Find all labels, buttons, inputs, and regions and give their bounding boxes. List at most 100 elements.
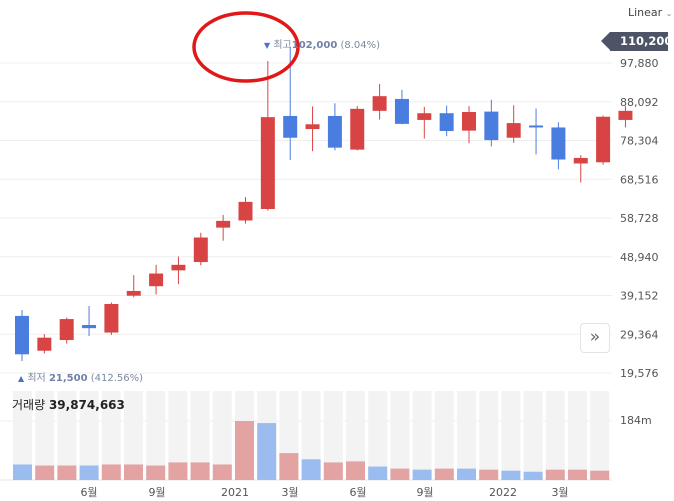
volume-bar <box>568 469 587 480</box>
y-tick-label: 68,516 <box>620 173 659 186</box>
candle-body <box>417 113 432 120</box>
volume-column-bg <box>301 391 321 480</box>
x-tick-label: 9월 <box>416 486 433 499</box>
volume-bar <box>479 469 499 480</box>
volume-column-bg <box>412 391 432 480</box>
candle-body <box>327 115 342 148</box>
volume-bar <box>323 462 343 480</box>
volume-column-bg <box>523 391 543 480</box>
volume-bar <box>390 468 410 480</box>
volume-bar <box>168 462 188 480</box>
volume-bar <box>301 459 321 480</box>
volume-label: 거래량 39,874,663 <box>12 396 125 413</box>
y-tick-label: 19,576 <box>620 367 659 380</box>
y-tick-label: 29,364 <box>620 328 659 341</box>
volume-bar <box>434 468 454 480</box>
volume-bar <box>190 462 210 480</box>
x-tick-label: 6월 <box>80 486 97 499</box>
volume-column-bg <box>190 391 210 480</box>
scale-mode-label: Linear <box>628 6 663 19</box>
candle-body <box>15 315 29 355</box>
volume-bar <box>35 465 55 480</box>
candle-body <box>59 319 74 341</box>
candle-body <box>372 96 387 111</box>
high-annotation: ▼ 최고102,000 (8.04%) <box>264 36 380 51</box>
volume-label-text: 거래량 <box>12 398 46 412</box>
volume-column-bg <box>212 391 232 480</box>
low-annotation-value: 21,500 <box>48 373 88 384</box>
volume-bar <box>457 468 476 480</box>
x-tick-label: 2021 <box>221 486 249 499</box>
volume-bar <box>146 465 166 480</box>
low-annotation-pct: (412.56%) <box>90 373 144 384</box>
volume-bars <box>13 391 610 480</box>
volume-bar <box>57 465 77 480</box>
volume-column-bg <box>568 391 587 480</box>
volume-bar <box>212 464 232 480</box>
x-tick-label: 6월 <box>349 486 366 499</box>
highlight-circle <box>192 11 300 83</box>
current-price-tag: 110,200 <box>601 32 672 51</box>
high-annotation-label: 최고 <box>273 40 292 51</box>
volume-value: 39,874,663 <box>48 398 125 412</box>
volume-column-bg <box>590 391 610 480</box>
y-axis-ticks: 97,880 88,092 78,304 68,516 58,728 48,940 39,1… <box>620 57 659 380</box>
volume-column-bg <box>57 391 77 480</box>
volume-bar <box>523 471 543 480</box>
candle-body <box>618 110 633 120</box>
candle-body <box>484 111 499 141</box>
volume-bar <box>101 464 121 480</box>
candle-body <box>104 304 119 333</box>
x-tick-label: 3월 <box>281 486 298 499</box>
volume-bar <box>13 464 32 480</box>
volume-column-bg <box>545 391 565 480</box>
volume-bar <box>346 461 365 480</box>
x-axis-ticks: 6월 9월 2021 3월 6월 9월 2022 3월 <box>80 486 568 499</box>
y-tick-label: 58,728 <box>620 212 659 225</box>
candle-body <box>126 290 141 296</box>
x-tick-label: 9월 <box>148 486 165 499</box>
candle-body <box>394 98 409 124</box>
candles <box>15 46 633 362</box>
candle-body <box>529 125 544 128</box>
volume-bar <box>257 423 277 480</box>
low-annotation: ▲ 최저 21,500 (412.56%) <box>18 369 143 384</box>
volume-column-bg <box>479 391 499 480</box>
volume-bar <box>545 469 565 480</box>
volume-column-bg <box>434 391 454 480</box>
down-triangle-icon: ▼ <box>264 41 271 50</box>
y-tick-label: 78,304 <box>620 135 659 148</box>
candle-body <box>149 273 164 287</box>
volume-column-bg <box>501 391 521 480</box>
candle-body <box>193 237 208 263</box>
candle-body <box>305 124 320 130</box>
volume-column-bg <box>13 391 32 480</box>
high-annotation-pct: (8.04%) <box>340 40 381 51</box>
y-tick-label: 97,880 <box>620 57 659 70</box>
volume-bar <box>79 465 99 480</box>
candle-body <box>573 157 588 164</box>
volume-column-bg <box>124 391 143 480</box>
candle-body <box>82 325 97 329</box>
volume-column-bg <box>79 391 99 480</box>
candle-body <box>439 113 454 132</box>
x-tick-label: 2022 <box>489 486 517 499</box>
volume-bar <box>124 464 143 480</box>
scale-mode-dropdown[interactable]: Linear ⌄ <box>628 6 672 19</box>
candle-body <box>283 115 298 138</box>
volume-bar <box>412 469 432 480</box>
candle-body <box>551 127 566 160</box>
candle-body <box>216 220 231 228</box>
volume-column-bg <box>457 391 476 480</box>
candle-body <box>350 108 365 150</box>
volume-column-bg <box>35 391 55 480</box>
volume-column-bg <box>323 391 343 480</box>
expand-chart-button[interactable]: » <box>580 323 610 353</box>
volume-column-bg <box>168 391 188 480</box>
volume-bar <box>235 421 254 480</box>
x-tick-label: 3월 <box>551 486 568 499</box>
y-tick-label: 39,152 <box>620 290 659 303</box>
volume-bar <box>590 470 610 480</box>
volume-bar <box>501 470 521 480</box>
